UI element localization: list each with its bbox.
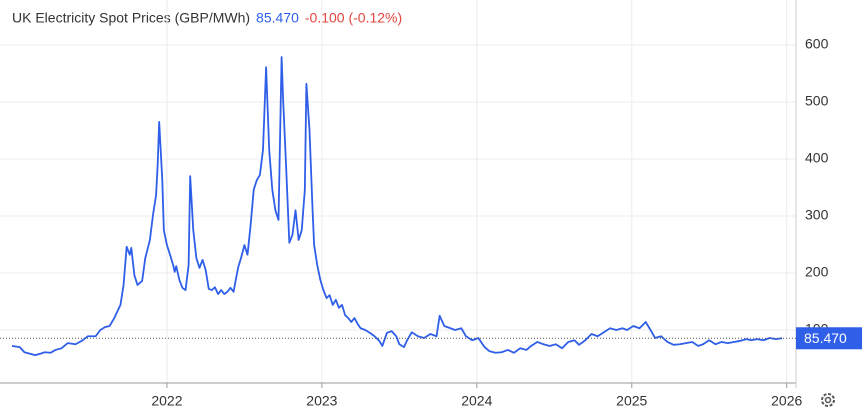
- last-price: 85.470: [256, 10, 299, 26]
- y-tick-label: 300: [805, 207, 829, 223]
- y-tick-label: 400: [805, 150, 829, 166]
- x-tick-label: 2026: [771, 393, 802, 409]
- x-tick-label: 2022: [151, 393, 182, 409]
- last-price-label: 85.470: [804, 330, 847, 346]
- y-tick-label: 500: [805, 93, 829, 109]
- price-line: [11, 56, 783, 356]
- chart-title: UK Electricity Spot Prices (GBP/MWh): [12, 10, 250, 26]
- settings-icon[interactable]: [821, 393, 835, 407]
- x-tick-label: 2023: [306, 393, 337, 409]
- y-tick-label: 600: [805, 36, 829, 52]
- last-price-box: [796, 327, 862, 350]
- price-change: -0.100 (-0.12%): [305, 10, 402, 26]
- y-tick-label: 200: [805, 264, 829, 280]
- x-tick-label: 2025: [616, 393, 647, 409]
- x-tick-label: 2024: [461, 393, 492, 409]
